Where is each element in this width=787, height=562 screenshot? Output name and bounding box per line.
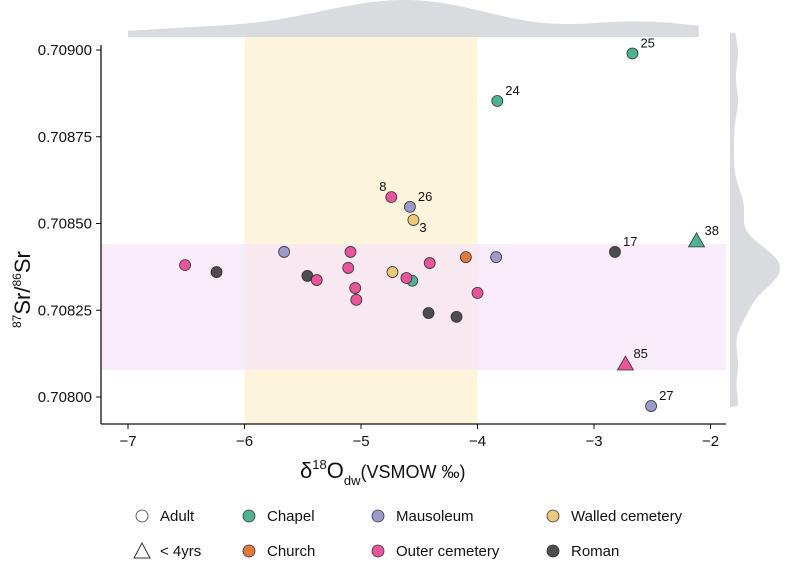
data-point [645,400,657,412]
y-tick-label: 0.70825 [38,302,92,319]
data-point [386,266,399,278]
data-point [423,257,436,269]
legend-label: Roman [571,543,619,560]
legend-label: Church [267,543,315,560]
legend-marker [371,544,385,558]
legend-label: Adult [160,508,195,525]
data-point [459,251,472,264]
data-point [471,286,484,299]
data-point [490,251,503,264]
data-point [349,282,362,294]
data-point [450,310,463,323]
legend-marker [546,509,560,523]
x-tick-label: −3 [585,433,602,450]
y-axis-label: 87Sr/86Sr [10,251,35,328]
data-point [422,307,435,319]
y-tick-label: 0.70875 [38,129,92,146]
data-point [626,47,639,60]
legend: Adult Chapel Mausoleum Walled cemetery < 4yr… [133,508,683,560]
data-point-label: 8 [379,179,386,194]
data-point [491,95,504,107]
y-tick-label: 0.70800 [38,389,92,406]
legend-label: Walled cemetery [571,508,683,525]
legend-label: Mausoleum [396,508,474,525]
y-range-band [101,243,726,370]
data-point [407,214,420,226]
data-point-label: 26 [418,189,432,204]
data-point-triangle [687,232,706,248]
x-tick-label: −5 [352,433,369,450]
data-point-label: 24 [505,83,519,98]
legend-label: Outer cemetery [396,543,500,560]
x-tick-label: −4 [469,433,486,450]
y-tick-label: 0.70850 [38,216,92,233]
data-point [179,259,191,272]
x-tick-label: −7 [119,433,136,450]
data-point-label: 3 [419,220,426,235]
y-density-curve [730,32,780,408]
data-point [342,262,355,274]
x-axis-label: δ18Odw(VSMOW ‰) [300,457,465,488]
data-point [400,272,413,284]
data-point-label: 85 [633,346,647,361]
y-tick-label: 0.70900 [38,42,92,59]
legend-marker [242,509,256,523]
data-point-label: 27 [659,388,673,403]
data-point [350,293,363,306]
legend-marker [371,509,385,523]
data-point-label: 25 [640,35,654,50]
data-point [404,200,416,213]
legend-marker [546,544,560,558]
axes: −7 −6 −5 −4 −3 −2 0.70900 0.70875 0.70850 0.70825… [38,42,726,450]
legend-label: Chapel [267,508,315,525]
data-point [609,246,621,258]
x-density-curve [128,0,699,37]
data-point [344,246,357,258]
legend-marker [242,544,256,558]
x-tick-label: −2 [702,433,719,450]
data-point [278,246,291,258]
legend-marker [135,509,149,523]
data-point [385,191,398,204]
points: 25 24 8 26 3 17 38 85 27 [179,35,719,412]
data-point-label: 38 [705,223,719,238]
x-tick-label: −6 [236,433,253,450]
legend-label: < 4yrs [160,543,201,560]
data-point-triangle [616,355,635,371]
data-point [310,274,323,286]
legend-triangle-marker [133,541,151,559]
data-point [210,266,223,278]
data-point-label: 17 [623,234,637,249]
